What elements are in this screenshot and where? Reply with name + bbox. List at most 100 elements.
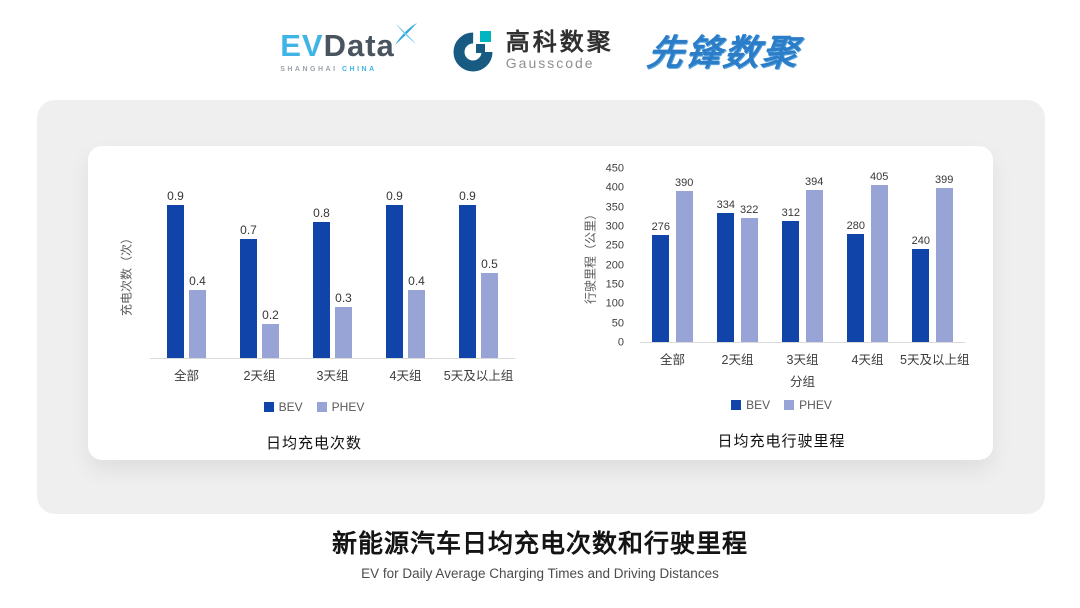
bev-bar [386, 205, 403, 358]
bar-group: 0.9 0.4 [150, 189, 223, 358]
legend-swatch [784, 400, 795, 410]
bar-value-label: 0.2 [262, 308, 279, 322]
bar-value-label: 390 [675, 177, 694, 190]
legend-item-phev: PHEV [316, 400, 364, 414]
y-tick-label: 300 [605, 220, 624, 233]
bev-barwrap: 312 [782, 207, 800, 342]
x-tick-label: 3天组 [316, 369, 349, 383]
chart-daily-driving-distance: 行驶里程（公里） 0 50 100 150 200 250 300 350 400 450 276… [570, 146, 993, 460]
chart-title: 日均充电行驶里程 [717, 433, 846, 450]
bar-value-label: 0.5 [481, 257, 498, 271]
x-axis-title: 分组 [789, 375, 815, 389]
phev-bar [675, 191, 693, 342]
phev-bar [262, 324, 279, 358]
bev-barwrap: 0.7 [240, 223, 257, 358]
bar-group: 280 405 [835, 169, 900, 342]
phev-bar [408, 290, 425, 358]
y-tick-label: 450 [605, 162, 624, 175]
x-tick-label: 2天组 [721, 353, 754, 367]
phev-bar [189, 290, 206, 358]
bev-barwrap: 280 [847, 220, 865, 342]
phev-barwrap: 399 [935, 174, 953, 342]
phev-barwrap: 390 [675, 177, 693, 342]
evdata-tagline-shanghai: SHANGHAI [280, 65, 338, 73]
bar-value-label: 0.9 [167, 189, 184, 203]
gausscode-en-text: Gausscode [505, 54, 595, 71]
charts-card: 充电次数（次） 0.9 0.4 0.7 0.2 0.8 0.3 0.9 0.4 0.9 0.5 全… [88, 146, 993, 460]
y-tick-label: 150 [605, 278, 624, 291]
legend-item-bev: BEV [731, 398, 770, 412]
gray-panel: 充电次数（次） 0.9 0.4 0.7 0.2 0.8 0.3 0.9 0.4 0.9 0.5 全… [37, 100, 1045, 514]
phev-barwrap: 0.2 [262, 308, 279, 358]
bar-value-label: 240 [911, 235, 930, 248]
x-tick-label: 4天组 [389, 369, 422, 383]
bev-bar [782, 221, 800, 342]
plot-area: 276 390 334 322 312 394 280 405 240 399 [640, 169, 965, 343]
gausscode-logo: 高科数聚 Gausscode [453, 28, 614, 72]
bar-value-label: 276 [651, 221, 670, 234]
y-tick-label: 250 [605, 239, 624, 252]
bar-value-label: 334 [716, 198, 735, 211]
bev-barwrap: 334 [717, 199, 735, 342]
x-axis-labels: 全部 2天组 3天组 4天组 5天及以上组 [640, 349, 969, 368]
phev-bar [335, 307, 352, 358]
header-logos: EV Data SHANGHAI CHINA 高科数聚 Gausscode 先锋… [0, 0, 1080, 100]
bar-value-label: 0.9 [459, 189, 476, 203]
bar-group: 334 322 [705, 169, 770, 342]
bar-value-label: 0.9 [386, 189, 403, 203]
gausscode-wordmark: 高科数聚 Gausscode [505, 29, 614, 71]
evdata-logo: EV Data SHANGHAI CHINA [280, 22, 419, 73]
bar-group: 276 390 [640, 169, 705, 342]
legend-swatch [316, 402, 327, 412]
bev-bar [459, 205, 476, 358]
phev-barwrap: 405 [870, 171, 888, 342]
phev-barwrap: 322 [740, 203, 759, 342]
bev-bar [717, 212, 735, 342]
chart-daily-charging-times: 充电次数（次） 0.9 0.4 0.7 0.2 0.8 0.3 0.9 0.4 0.9 0.5 全… [100, 146, 528, 460]
legend: BEV PHEV [100, 400, 528, 414]
x-tick-label: 全部 [659, 353, 685, 367]
bar-group: 0.8 0.3 [296, 189, 369, 358]
bar-value-label: 0.8 [313, 206, 330, 220]
x-tick-label: 4天组 [851, 353, 884, 367]
bar-value-label: 280 [846, 219, 865, 232]
legend: BEV PHEV [570, 398, 993, 412]
bev-bar [652, 235, 670, 342]
star-icon [394, 22, 417, 45]
bar-value-label: 399 [935, 173, 954, 186]
evdata-data-text: Data [323, 27, 395, 63]
y-axis-ticks: 0 50 100 150 200 250 300 350 400 450 [570, 163, 632, 348]
phev-barwrap: 394 [805, 176, 823, 342]
legend-item-phev: PHEV [784, 398, 832, 412]
evdata-tagline: SHANGHAI CHINA [280, 66, 419, 73]
x-axis-labels: 全部 2天组 3天组 4天组 5天及以上组 [150, 365, 515, 384]
bev-bar [912, 249, 930, 342]
bar-value-label: 322 [740, 203, 759, 216]
bar-value-label: 394 [805, 175, 824, 188]
bev-bar [167, 205, 184, 358]
evdata-ev-text: EV [280, 27, 324, 63]
x-tick-label: 5天及以上组 [443, 369, 514, 383]
phev-bar [935, 187, 953, 342]
footer: 新能源汽车日均充电次数和行驶里程 EV for Daily Average Ch… [0, 524, 1080, 581]
bar-value-label: 0.7 [240, 223, 257, 237]
pioneer-logo: 先锋数聚 [644, 32, 803, 73]
g-ring-icon [453, 31, 493, 72]
legend-item-bev: BEV [263, 400, 303, 414]
bev-barwrap: 0.8 [313, 206, 330, 358]
bar-value-label: 312 [781, 207, 800, 220]
bar-group: 312 394 [770, 169, 835, 342]
phev-bar [740, 217, 758, 342]
bar-group: 240 399 [900, 169, 965, 342]
y-tick-label: 0 [617, 336, 624, 349]
bar-group: 0.9 0.4 [369, 189, 442, 358]
bev-barwrap: 0.9 [386, 189, 403, 358]
phev-bar [870, 185, 888, 342]
legend-swatch [731, 400, 742, 410]
bev-barwrap: 276 [652, 221, 670, 342]
bev-barwrap: 0.9 [459, 189, 476, 358]
phev-barwrap: 0.3 [335, 291, 352, 358]
bar-value-label: 0.4 [408, 274, 425, 288]
bev-barwrap: 0.9 [167, 189, 184, 358]
phev-barwrap: 0.5 [481, 257, 498, 358]
